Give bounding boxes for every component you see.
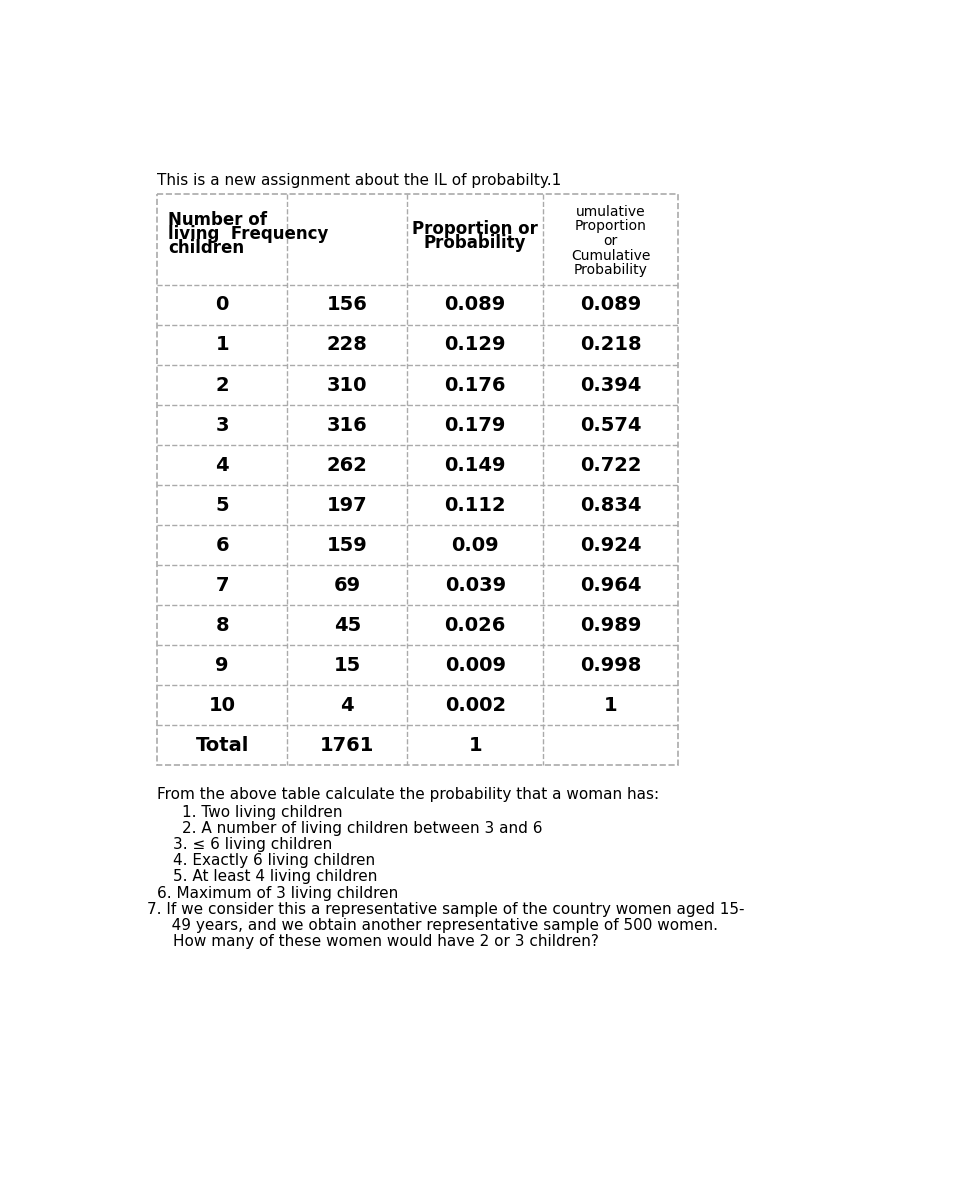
Text: 316: 316 [327, 415, 367, 434]
Text: 5. At least 4 living children: 5. At least 4 living children [173, 869, 377, 884]
Text: 156: 156 [327, 295, 367, 314]
Text: 2. A number of living children between 3 and 6: 2. A number of living children between 3… [182, 821, 543, 836]
Text: 8: 8 [216, 616, 229, 635]
Text: 7: 7 [216, 576, 229, 595]
Text: 0.09: 0.09 [452, 535, 499, 554]
Text: 49 years, and we obtain another representative sample of 500 women.: 49 years, and we obtain another represen… [157, 918, 718, 932]
Text: Proportion: Proportion [574, 220, 646, 234]
Text: Probability: Probability [424, 234, 526, 252]
Text: 69: 69 [334, 576, 361, 595]
Text: 0.176: 0.176 [444, 376, 506, 395]
Text: 0.574: 0.574 [579, 415, 642, 434]
Text: 0.394: 0.394 [580, 376, 642, 395]
Text: 0.998: 0.998 [580, 655, 642, 674]
Text: 0.026: 0.026 [445, 616, 506, 635]
Text: 0.039: 0.039 [445, 576, 505, 595]
Text: 310: 310 [327, 376, 367, 395]
Text: 197: 197 [327, 496, 367, 515]
Text: 6: 6 [216, 535, 229, 554]
Text: 4: 4 [340, 696, 354, 715]
Text: 9: 9 [216, 655, 229, 674]
Text: 4: 4 [216, 456, 229, 474]
Text: 1: 1 [468, 736, 482, 755]
Text: Probability: Probability [573, 263, 647, 277]
Text: 1: 1 [603, 696, 618, 715]
Text: 0.924: 0.924 [579, 535, 642, 554]
Text: From the above table calculate the probability that a woman has:: From the above table calculate the proba… [157, 787, 659, 802]
Text: or: or [603, 234, 618, 248]
Text: 0.009: 0.009 [445, 655, 505, 674]
Text: 0.834: 0.834 [579, 496, 642, 515]
Text: 0.089: 0.089 [445, 295, 505, 314]
Text: 0.989: 0.989 [580, 616, 642, 635]
Text: 0.179: 0.179 [445, 415, 506, 434]
Text: 5: 5 [216, 496, 229, 515]
Text: Cumulative: Cumulative [571, 248, 650, 263]
Text: living  Frequency: living Frequency [168, 224, 328, 242]
Text: 0.722: 0.722 [579, 456, 642, 474]
Text: 7. If we consider this a representative sample of the country women aged 15-: 7. If we consider this a representative … [147, 901, 744, 917]
Text: 0.964: 0.964 [579, 576, 642, 595]
Text: 0.089: 0.089 [580, 295, 641, 314]
Text: Number of: Number of [168, 211, 267, 229]
Text: 10: 10 [209, 696, 236, 715]
Text: 2: 2 [216, 376, 229, 395]
Text: 0: 0 [216, 295, 229, 314]
Bar [157, 194, 678, 766]
Text: 0.129: 0.129 [444, 336, 506, 354]
Text: 3. ≤ 6 living children: 3. ≤ 6 living children [173, 838, 332, 852]
Text: umulative: umulative [575, 205, 645, 218]
Text: 3: 3 [216, 415, 229, 434]
Text: How many of these women would have 2 or 3 children?: How many of these women would have 2 or … [173, 934, 598, 949]
Text: 0.218: 0.218 [579, 336, 642, 354]
Text: This is a new assignment about the IL of probabilty.1: This is a new assignment about the IL of… [157, 173, 561, 188]
Text: Total: Total [196, 736, 249, 755]
Text: 1: 1 [216, 336, 229, 354]
Text: 45: 45 [334, 616, 361, 635]
Text: 228: 228 [327, 336, 367, 354]
Text: 262: 262 [327, 456, 367, 474]
Text: 0.149: 0.149 [444, 456, 506, 474]
Text: Proportion or: Proportion or [412, 221, 538, 239]
Text: 1. Two living children: 1. Two living children [182, 805, 342, 820]
Text: 15: 15 [334, 655, 361, 674]
Text: 159: 159 [327, 535, 367, 554]
Text: 6. Maximum of 3 living children: 6. Maximum of 3 living children [157, 886, 398, 900]
Text: children: children [168, 239, 244, 257]
Text: 0.112: 0.112 [444, 496, 506, 515]
Text: 0.002: 0.002 [445, 696, 505, 715]
Text: 1761: 1761 [320, 736, 375, 755]
Text: 4. Exactly 6 living children: 4. Exactly 6 living children [173, 853, 375, 868]
